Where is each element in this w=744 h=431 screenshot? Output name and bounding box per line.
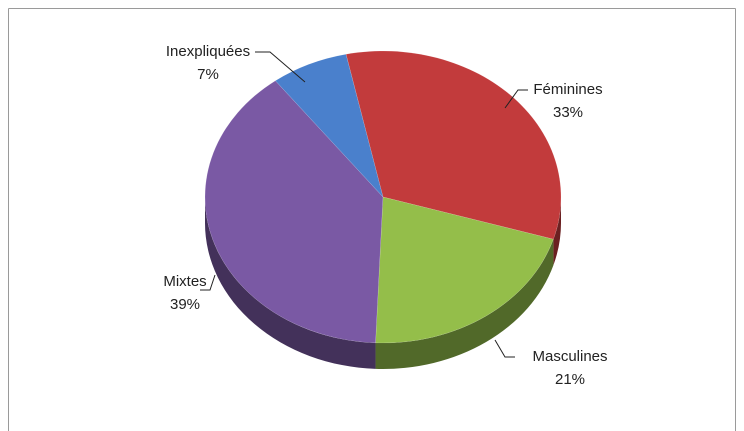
chart-border: [8, 8, 736, 431]
leader-line: [504, 89, 528, 109]
leader-lines: [200, 51, 528, 358]
pie: [204, 50, 562, 370]
pie-slice: [345, 50, 562, 240]
leader-line: [200, 274, 216, 291]
pie-slice: [375, 196, 554, 344]
slice-value-label: 33%: [553, 104, 583, 121]
pie-slice: [204, 80, 384, 344]
pie-slice-side: [205, 197, 376, 369]
pie-slice-side: [375, 239, 554, 370]
pie-slice: [274, 53, 384, 198]
slice-label: Féminines: [533, 81, 602, 98]
slice-label: Inexpliquées: [166, 43, 250, 60]
leader-line: [494, 339, 515, 358]
slice-value-label: 21%: [555, 371, 585, 388]
pie-slice-side: [553, 197, 561, 266]
leader-line: [255, 51, 306, 83]
slice-value-label: 39%: [170, 296, 200, 313]
slice-label: Masculines: [532, 348, 607, 365]
slice-value-label: 7%: [197, 66, 219, 83]
slice-label: Mixtes: [163, 273, 206, 290]
